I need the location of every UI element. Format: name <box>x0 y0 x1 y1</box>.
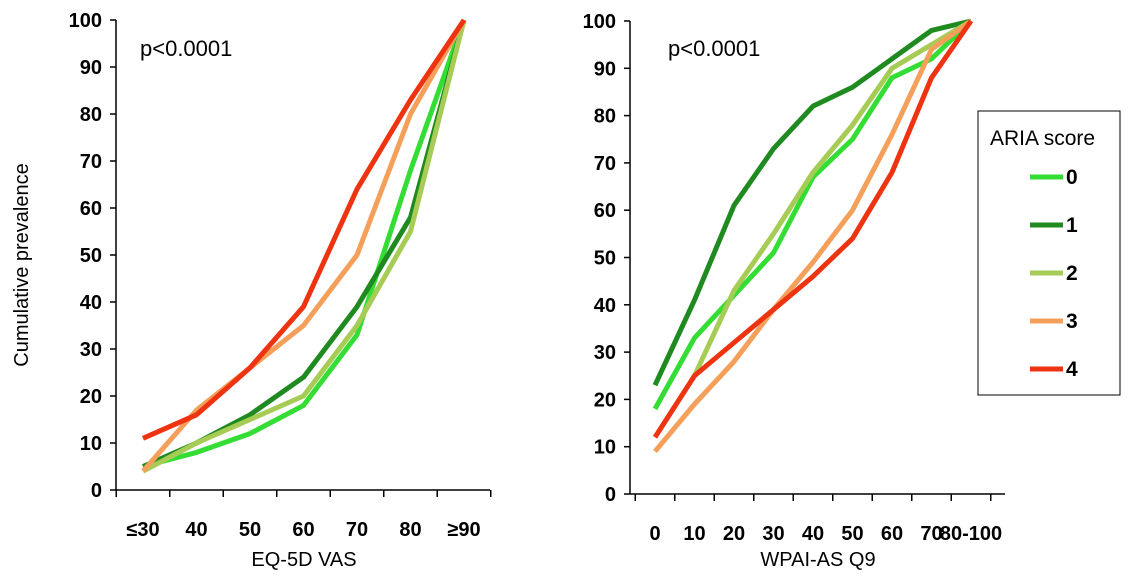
series-line-1 <box>652 18 972 387</box>
x-tick-label: ≥90 <box>447 519 480 541</box>
y-tick-label: 100 <box>583 11 616 33</box>
x-axis-label: EQ-5D VAS <box>251 549 356 571</box>
y-tick-label: 90 <box>594 58 616 80</box>
y-tick-label: 60 <box>80 198 102 220</box>
x-tick-label: 20 <box>723 523 745 545</box>
legend-label-1: 1 <box>1066 214 1078 237</box>
y-tick-label: 0 <box>91 480 102 502</box>
y-tick-label: 100 <box>69 10 102 32</box>
y-tick-label: 20 <box>594 389 616 411</box>
x-tick-label: 70 <box>346 519 368 541</box>
series-line-1 <box>141 19 467 469</box>
x-tick-label: 40 <box>185 519 207 541</box>
y-tick-label: 30 <box>80 339 102 361</box>
y-axis-label: Cumulative prevalence <box>11 163 33 366</box>
y-tick-label: 50 <box>80 245 102 267</box>
series-line-3 <box>141 18 467 473</box>
legend-label-2: 2 <box>1066 262 1078 285</box>
y-tick-label: 10 <box>594 437 616 459</box>
y-tick-label: 70 <box>594 153 616 175</box>
y-tick-label: 90 <box>80 57 102 79</box>
series-line-0 <box>652 19 973 411</box>
y-tick-label: 10 <box>80 433 102 455</box>
series-line-4 <box>141 18 467 441</box>
y-tick-label: 20 <box>80 386 102 408</box>
p-value-annotation: p<0.0001 <box>668 36 760 61</box>
x-tick-label: 80 <box>399 519 421 541</box>
y-tick-label: 0 <box>605 484 616 506</box>
x-tick-label: 60 <box>292 519 314 541</box>
y-tick-label: 60 <box>594 200 616 222</box>
x-tick-label: 50 <box>841 523 863 545</box>
series-line-4 <box>652 19 974 439</box>
p-value-annotation: p<0.0001 <box>140 36 232 61</box>
legend: ARIA score 0 1 2 3 4 <box>977 110 1121 396</box>
y-tick-label: 40 <box>80 292 102 314</box>
y-tick-label: 40 <box>594 295 616 317</box>
series-line-2 <box>692 18 973 377</box>
legend-label-3: 3 <box>1066 310 1078 333</box>
x-tick-label: 60 <box>881 523 903 545</box>
series-line-0 <box>142 19 467 469</box>
y-tick-label: 80 <box>80 104 102 126</box>
legend-title: ARIA score <box>990 127 1095 150</box>
x-tick-label: 30 <box>762 523 784 545</box>
chart-panel-eq5d: 0 10 20 30 40 50 60 70 80 90 100 ≤30 40 50 60 70 80 ≥90 EQ… <box>11 10 492 571</box>
x-tick-label: ≤30 <box>126 519 159 541</box>
x-tick-label: 50 <box>239 519 261 541</box>
y-tick-label: 80 <box>594 106 616 128</box>
series-line-2 <box>141 19 467 474</box>
x-axis-label: WPAI-AS Q9 <box>760 549 875 571</box>
series-line-3 <box>653 18 973 454</box>
y-tick-label: 70 <box>80 151 102 173</box>
legend-box <box>977 110 1121 396</box>
x-tick-label: 80-100 <box>940 523 1002 545</box>
x-tick-label: 40 <box>802 523 824 545</box>
y-tick-label: 30 <box>594 342 616 364</box>
y-tick-label: 50 <box>594 248 616 270</box>
legend-label-4: 4 <box>1066 358 1078 381</box>
x-tick-label: 0 <box>649 523 660 545</box>
x-tick-label: 10 <box>683 523 705 545</box>
x-tick-label: 70 <box>920 523 942 545</box>
legend-label-0: 0 <box>1066 166 1078 189</box>
